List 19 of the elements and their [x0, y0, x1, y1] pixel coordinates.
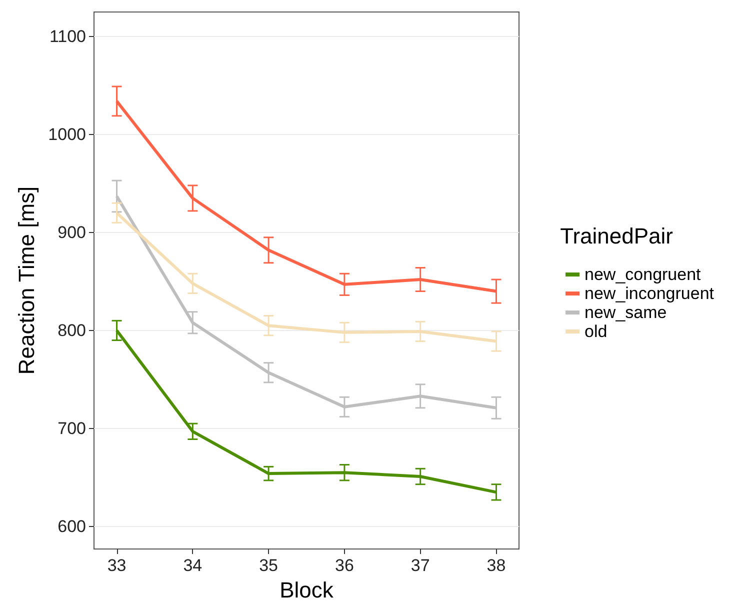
y-tick-label: 1000	[48, 124, 86, 144]
x-tick-label: 37	[410, 556, 430, 575]
y-axis-title: Reaction Time [ms]	[14, 186, 39, 375]
x-tick-label: 34	[183, 556, 202, 575]
x-tick-label: 38	[486, 556, 506, 575]
x-tick-label: 33	[107, 556, 126, 575]
y-tick-label: 900	[58, 222, 86, 242]
y-tick-label: 700	[58, 418, 86, 438]
legend-label: new_same	[584, 303, 667, 322]
x-axis-title: Block	[280, 578, 334, 602]
y-tick-label: 600	[58, 516, 86, 536]
x-tick-label: 35	[259, 556, 278, 575]
legend-label: new_incongruent	[584, 284, 714, 303]
x-tick-label: 36	[334, 556, 354, 575]
legend-label: old	[584, 322, 608, 341]
legend-title: TrainedPair	[560, 224, 674, 248]
y-tick-label: 800	[58, 320, 86, 340]
legend-label: new_congruent	[584, 265, 702, 284]
y-tick-label: 1100	[49, 27, 86, 46]
